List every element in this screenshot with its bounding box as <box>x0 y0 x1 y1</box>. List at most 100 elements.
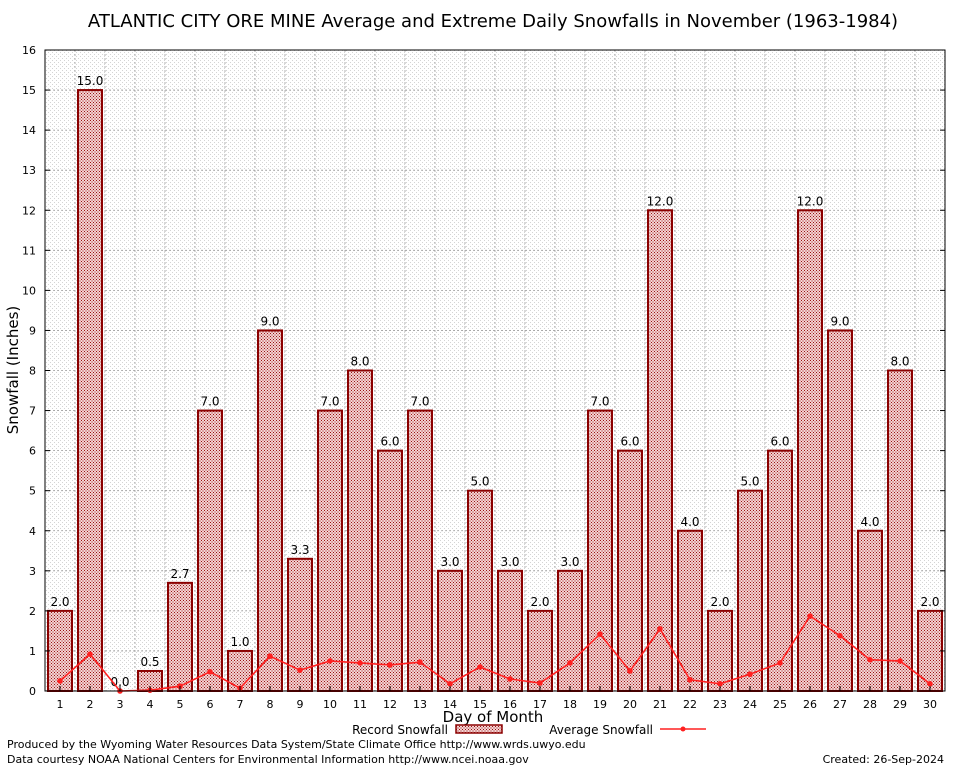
x-tick-label: 29 <box>893 698 907 711</box>
bar-day-2 <box>77 89 103 692</box>
y-tick-label: 1 <box>29 645 36 658</box>
average-point-day-24 <box>747 671 753 677</box>
bar-label-day-4: 0.5 <box>140 655 159 669</box>
x-tick-label: 1 <box>57 698 64 711</box>
bar-day-19 <box>587 409 613 692</box>
average-point-day-14 <box>447 680 453 687</box>
bar-label-day-16: 3.0 <box>500 555 519 569</box>
average-point-day-9 <box>297 667 303 673</box>
bar-label-day-21: 12.0 <box>647 194 674 208</box>
average-point-day-1 <box>57 678 63 684</box>
bar-label-day-9: 3.3 <box>290 543 309 557</box>
bar-labels-layer: 2.015.00.00.52.77.01.09.03.37.08.06.07.0… <box>50 74 939 689</box>
bar-day-18 <box>557 569 583 692</box>
bar-day-14 <box>437 569 463 692</box>
y-tick-label: 8 <box>29 365 36 378</box>
x-tick-label: 27 <box>833 698 847 711</box>
bar-label-day-17: 2.0 <box>530 595 549 609</box>
legend-swatch-record <box>455 724 503 734</box>
average-point-day-11 <box>357 660 363 666</box>
x-tick-label: 19 <box>593 698 607 711</box>
bar-label-day-11: 8.0 <box>350 355 369 369</box>
average-point-day-28 <box>867 656 873 663</box>
bar-label-day-26: 12.0 <box>797 194 824 208</box>
chart-title: ATLANTIC CITY ORE MINE Average and Extre… <box>88 11 898 32</box>
y-tick-label: 13 <box>22 164 36 177</box>
bar-label-day-6: 7.0 <box>200 395 219 409</box>
y-tick-label: 9 <box>29 324 36 337</box>
plot-border <box>44 49 946 692</box>
y-tick-label: 6 <box>29 445 36 458</box>
bars-layer <box>47 89 943 693</box>
average-point-day-19 <box>597 631 603 637</box>
bar-day-10 <box>317 409 343 692</box>
bar-day-13 <box>407 409 433 692</box>
average-point-day-23 <box>717 680 723 687</box>
bar-day-7 <box>227 649 253 692</box>
legend-swatch-average-marker <box>680 726 686 732</box>
average-point-day-22 <box>687 676 693 683</box>
bar-label-day-13: 7.0 <box>410 395 429 409</box>
bar-day-17 <box>527 609 553 692</box>
y-tick-label: 4 <box>29 525 36 538</box>
bar-label-day-27: 9.0 <box>830 314 849 328</box>
bar-label-day-12: 6.0 <box>380 435 399 449</box>
bar-label-day-10: 7.0 <box>320 395 339 409</box>
average-point-day-20 <box>627 668 633 674</box>
x-tick-label: 23 <box>713 698 727 711</box>
bar-day-20 <box>617 449 643 692</box>
legend-label-average: Average Snowfall <box>549 723 653 737</box>
average-point-day-27 <box>837 632 843 639</box>
average-point-day-6 <box>207 668 213 675</box>
bar-day-12 <box>377 449 403 692</box>
average-point-day-10 <box>327 658 333 664</box>
x-tick-label: 10 <box>323 698 337 711</box>
legend: Record Snowfall Average Snowfall <box>352 723 706 737</box>
bar-day-25 <box>767 449 793 692</box>
x-tick-label: 6 <box>207 698 214 711</box>
bar-day-11 <box>347 369 373 692</box>
x-tick-label: 5 <box>177 698 184 711</box>
x-tick-label: 4 <box>147 698 154 711</box>
average-point-day-26 <box>807 613 813 619</box>
x-tick-label: 21 <box>653 698 667 711</box>
bar-label-day-7: 1.0 <box>230 635 249 649</box>
bar-day-28 <box>857 529 883 692</box>
x-tick-label: 12 <box>383 698 397 711</box>
bar-label-day-23: 2.0 <box>710 595 729 609</box>
footer-courtesy: Data courtesy NOAA National Centers for … <box>7 753 529 766</box>
average-point-day-21 <box>657 626 663 632</box>
bar-day-24 <box>737 489 763 692</box>
y-tick-label: 2 <box>29 605 36 618</box>
legend-label-record: Record Snowfall <box>352 723 448 737</box>
bar-label-day-5: 2.7 <box>170 567 189 581</box>
bar-day-5 <box>167 581 193 692</box>
bar-label-day-24: 5.0 <box>740 475 759 489</box>
y-axis-label: Snowfall (Inches) <box>4 306 22 434</box>
footer-produced-by: Produced by the Wyoming Water Resources … <box>7 738 586 751</box>
y-tick-label: 7 <box>29 405 36 418</box>
bar-day-1 <box>47 609 73 692</box>
average-snowfall-line <box>59 614 931 692</box>
bar-label-day-30: 2.0 <box>920 595 939 609</box>
x-tick-label: 30 <box>923 698 937 711</box>
bar-day-23 <box>707 609 733 692</box>
y-tick-label: 5 <box>29 485 36 498</box>
x-tick-label: 28 <box>863 698 877 711</box>
bar-label-day-18: 3.0 <box>560 555 579 569</box>
x-tick-label: 3 <box>117 698 124 711</box>
x-tick-label: 7 <box>237 698 244 711</box>
bar-day-15 <box>467 489 493 692</box>
x-tick-label: 8 <box>267 698 274 711</box>
average-point-day-13 <box>417 659 423 665</box>
x-tick-label: 25 <box>773 698 787 711</box>
x-tick-label: 14 <box>443 698 457 711</box>
bar-label-day-25: 6.0 <box>770 435 789 449</box>
y-tick-label: 10 <box>22 284 36 297</box>
average-point-day-25 <box>777 660 783 666</box>
y-tick-label: 16 <box>22 44 36 57</box>
average-point-day-8 <box>267 653 273 659</box>
x-tick-label: 26 <box>803 698 817 711</box>
average-point-day-29 <box>897 658 903 664</box>
